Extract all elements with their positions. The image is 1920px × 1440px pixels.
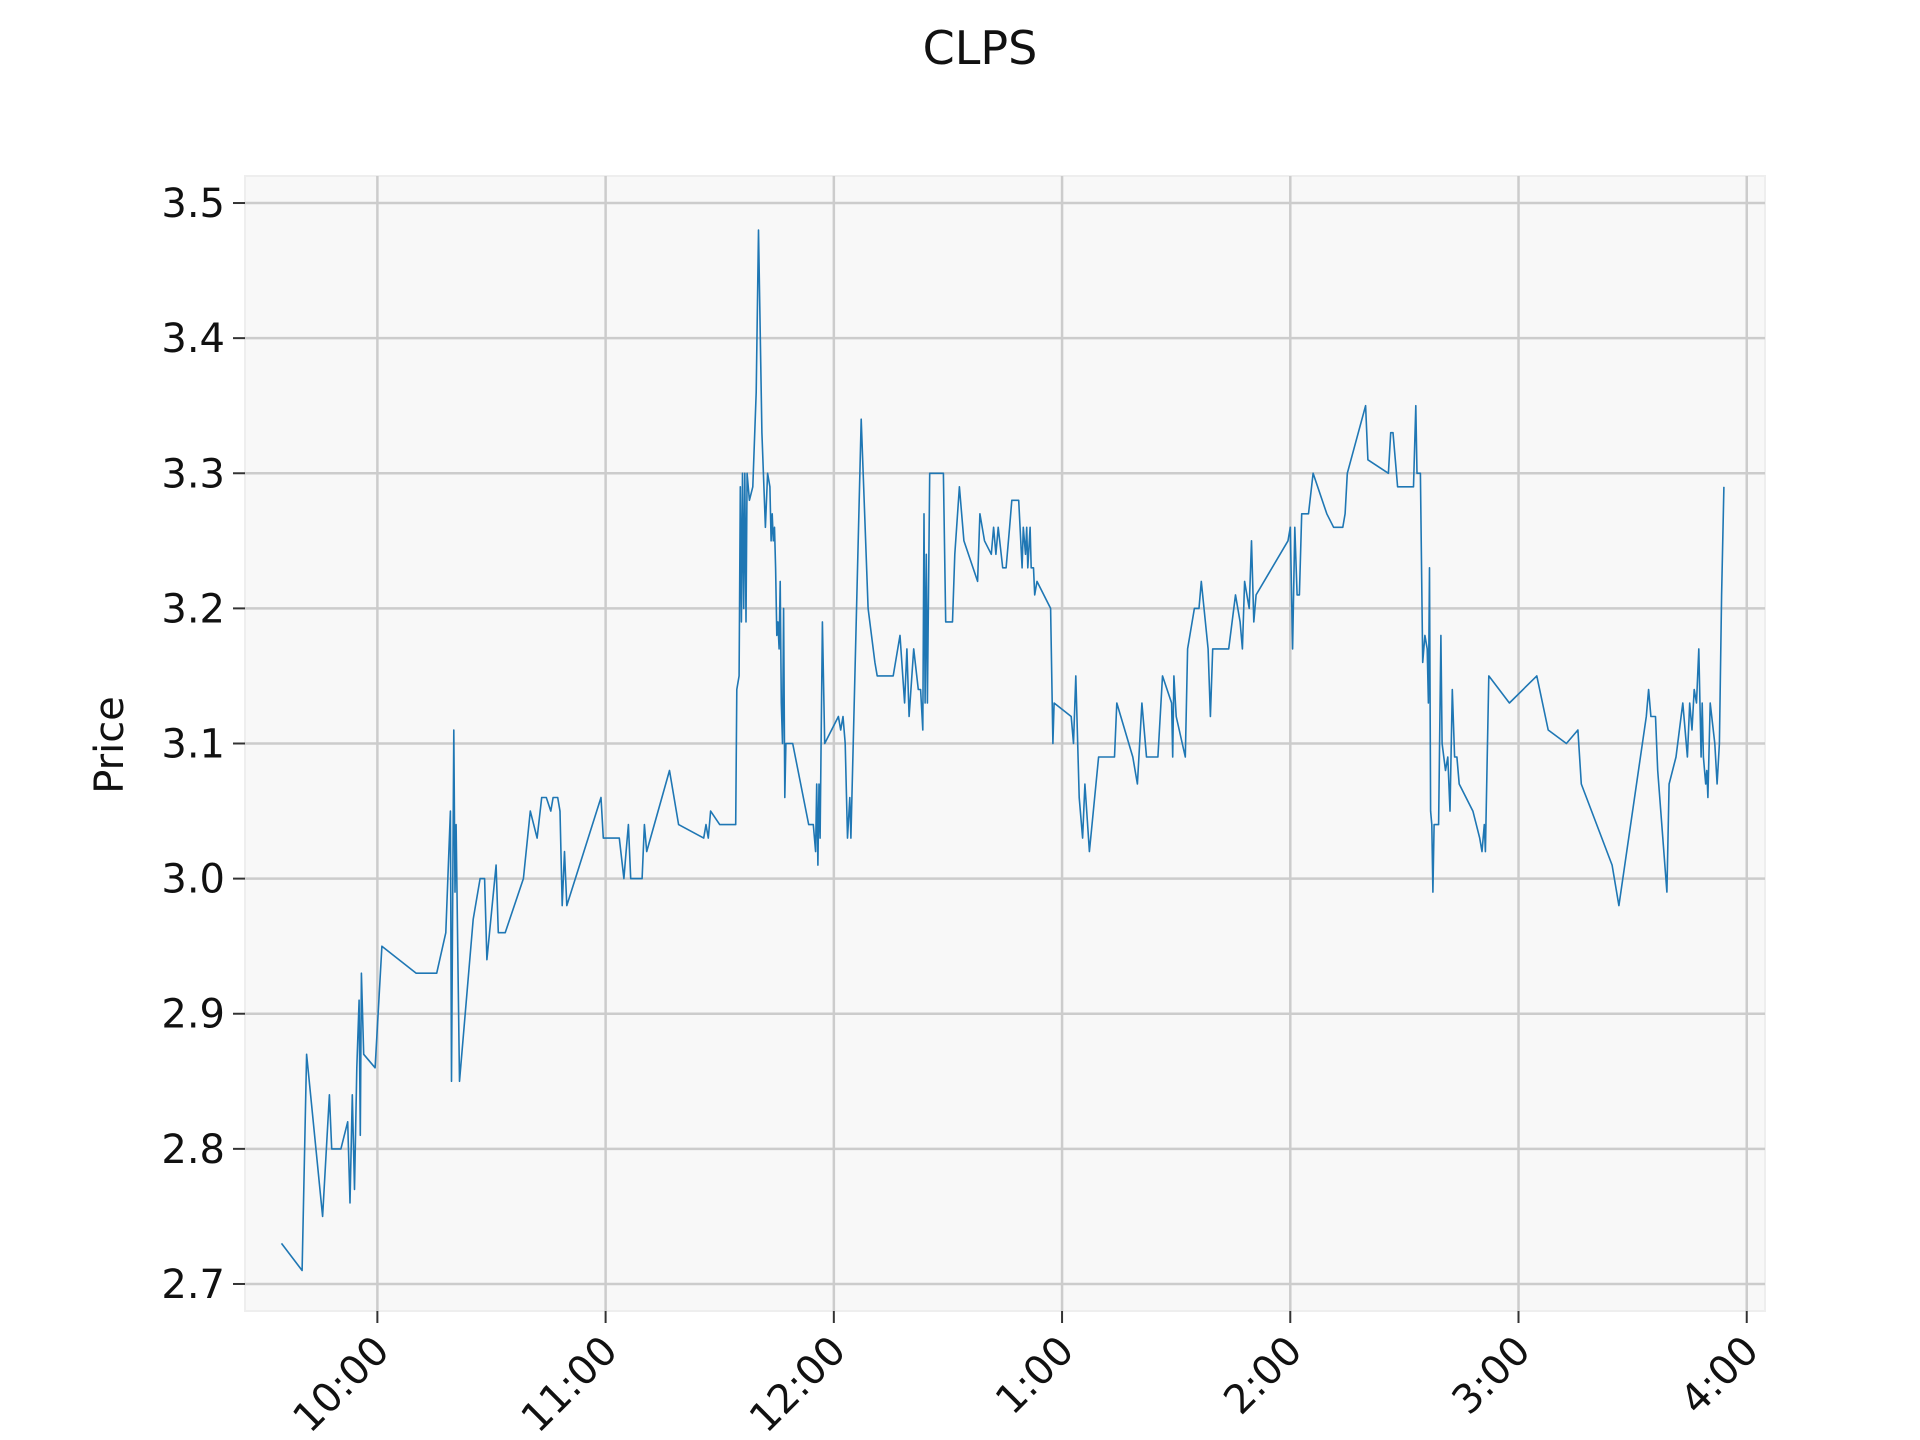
x-tick-label: 2:00 <box>1215 1328 1311 1424</box>
series-layer <box>280 229 1725 1272</box>
y-axis-label: Price <box>87 696 133 794</box>
y-tick-label: 2.8 <box>161 1127 225 1173</box>
y-tick-label: 3.1 <box>161 722 225 768</box>
price-series-line <box>280 229 1725 1272</box>
x-tick-label: 10:00 <box>284 1328 398 1440</box>
y-tick-label: 3.0 <box>161 857 225 903</box>
y-tick-label: 2.9 <box>161 992 225 1038</box>
y-tick-label: 2.7 <box>161 1262 225 1308</box>
y-tick-label: 3.5 <box>161 181 225 227</box>
chart-title: CLPS <box>923 21 1038 75</box>
x-tick-label: 4:00 <box>1672 1328 1768 1424</box>
y-tick-label: 3.4 <box>161 316 225 362</box>
x-tick-label: 11:00 <box>513 1328 627 1440</box>
x-tick-label: 12:00 <box>741 1328 855 1440</box>
y-tick-label: 3.2 <box>161 586 225 632</box>
x-tick-label: 3:00 <box>1444 1328 1540 1424</box>
y-tick-label: 3.3 <box>161 451 225 497</box>
x-tick-label: 1:00 <box>987 1328 1083 1424</box>
grid <box>245 176 1765 1311</box>
